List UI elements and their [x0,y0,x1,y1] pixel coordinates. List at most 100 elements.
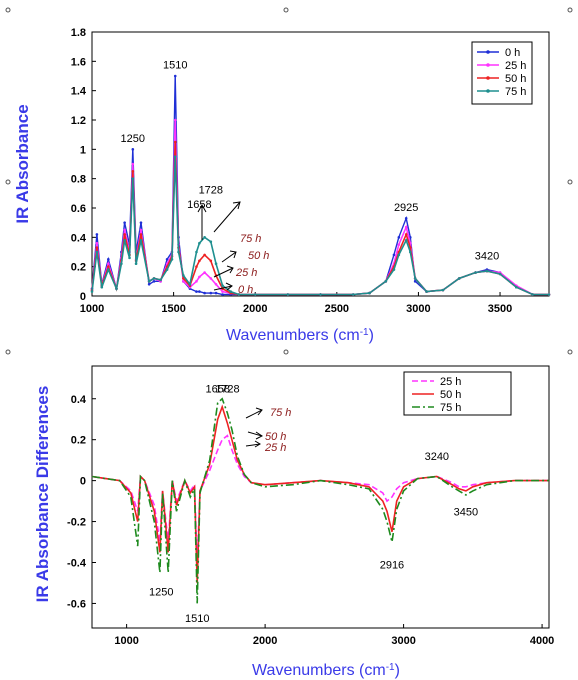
legend-label: 50 h [440,389,461,401]
data-point [392,268,396,271]
data-point [515,285,518,289]
data-point [195,265,198,268]
data-point [203,271,206,274]
y-tick-label: -0.4 [67,558,87,570]
y-tick-label: 1.8 [71,27,86,39]
peak-label: 3240 [425,451,449,463]
data-point [131,148,135,151]
y-tick-label: 0.4 [71,394,87,406]
y-tick-label: 0.2 [71,262,86,274]
data-point [209,240,213,244]
data-point [351,293,355,296]
data-point [139,233,143,236]
data-point [134,262,138,266]
data-point [95,246,99,249]
data-point [139,238,143,242]
legend-marker [486,50,490,54]
x-tick-label: 3000 [391,635,415,647]
data-point [131,177,135,180]
data-point [95,233,99,236]
data-point [214,291,218,295]
x-tick-label: 3500 [488,303,512,315]
data-point [425,290,428,293]
data-point [173,74,177,78]
x-tick-label: 4000 [530,635,554,647]
top-label-25h: 25 h [235,267,257,279]
data-point [209,259,213,263]
data-point [123,228,126,232]
data-point [95,241,99,245]
data-point [392,253,396,257]
legend-label: 75 h [505,86,526,98]
y-tick-label: 1 [80,144,86,156]
top-y-tick-labels: 0 0.2 0.4 0.6 0.8 1 1.2 1.4 1.6 1.8 [71,27,96,303]
bottom-y-axis-label: IR Absorbance Differences [33,386,52,603]
x-tick-label: 1000 [80,303,104,315]
data-point [123,238,126,242]
peak-label: 1658 [206,384,230,396]
data-point [221,290,224,293]
data-point [408,250,412,254]
data-point [214,282,218,286]
data-point [195,250,198,254]
data-point [404,225,408,229]
data-point [457,277,461,280]
data-point [547,293,551,296]
peak-label: 1658 [187,199,211,211]
data-point [404,216,408,220]
data-point [128,256,131,260]
top-x-axis-label: Wavenumbers (cm-1) [226,327,374,345]
data-point [198,275,201,279]
data-point [182,277,185,280]
peak-label: 1250 [149,586,173,598]
data-point [107,265,110,268]
peak-label: 1250 [121,133,145,145]
top-peak-annotations: 1250 1510 1658 1728 2925 3420 [121,60,500,263]
y-tick-label: -0.2 [67,517,86,529]
data-point [152,277,156,280]
data-point [120,262,123,266]
data-point [165,258,169,261]
data-point [229,290,233,293]
data-point [90,290,94,293]
data-point [253,293,257,296]
data-point [107,258,110,261]
data-point [397,236,401,239]
top-absorbance-chart: 0 0.2 0.4 0.6 0.8 1 1.2 1.4 1.6 1.8 1000 1500 2000 2… [13,27,551,345]
data-point [221,293,224,296]
legend-marker [486,63,490,67]
data-point [95,250,99,254]
data-point [139,221,143,224]
bottom-x-axis-label: Wavenumbers (cm-1) [252,662,400,680]
top-x-tick-labels: 1000 1500 2000 2500 3000 3500 [80,292,512,315]
top-series-lines [90,74,551,296]
top-arrows [197,201,241,291]
bottom-label-75h: 75 h [270,407,291,419]
y-tick-label: 1.2 [71,115,86,127]
series-line-75h [91,397,549,604]
data-point [188,282,192,286]
peak-label: 1728 [199,184,223,196]
y-tick-label: 0.8 [71,174,86,186]
y-tick-label: 0 [80,291,86,303]
selection-handles [5,7,573,355]
data-point [221,284,224,288]
data-point [115,287,118,290]
data-point [286,293,290,296]
data-point [485,269,489,273]
top-label-0h: 0 h [238,284,253,296]
legend-label: 0 h [505,47,520,59]
data-point [209,291,213,295]
legend-label: 75 h [440,402,461,414]
data-point [203,291,206,295]
data-point [159,278,162,282]
data-point [413,280,417,283]
data-point [209,277,213,280]
y-tick-label: 0 [80,476,86,488]
bottom-y-tick-labels: 0.4 0.2 0 -0.2 -0.4 -0.6 [67,394,96,610]
y-tick-label: 0.4 [71,232,87,244]
legend-marker [486,89,490,93]
top-y-axis-label: IR Absorbance [13,104,32,223]
